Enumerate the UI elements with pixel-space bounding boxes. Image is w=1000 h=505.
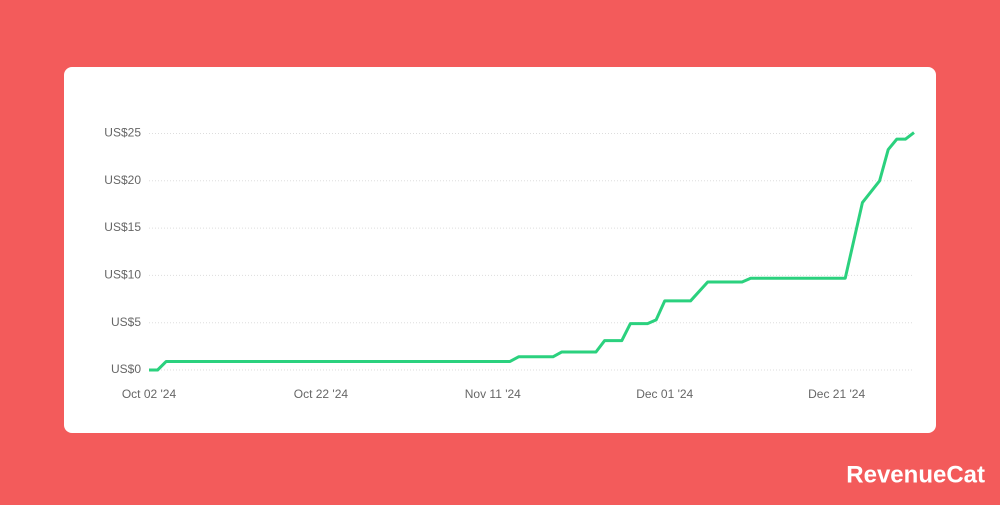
x-tick-label: Dec 01 '24 (636, 387, 693, 401)
brand-logo: RevenueCat (846, 461, 985, 488)
x-tick-label: Dec 21 '24 (808, 387, 865, 401)
x-tick-label: Nov 11 '24 (465, 387, 521, 401)
x-tick-label: Oct 02 '24 (122, 387, 177, 401)
data-line (149, 131, 915, 372)
y-tick-label: US$20 (104, 173, 141, 187)
y-tick-label: US$0 (111, 362, 141, 376)
y-tick-label: US$5 (111, 315, 141, 329)
y-tick-label: US$15 (104, 220, 141, 234)
x-tick-label: Oct 22 '24 (294, 387, 349, 401)
card (64, 67, 936, 433)
y-tick-label: US$10 (104, 268, 141, 282)
y-tick-label: US$25 (104, 126, 141, 140)
